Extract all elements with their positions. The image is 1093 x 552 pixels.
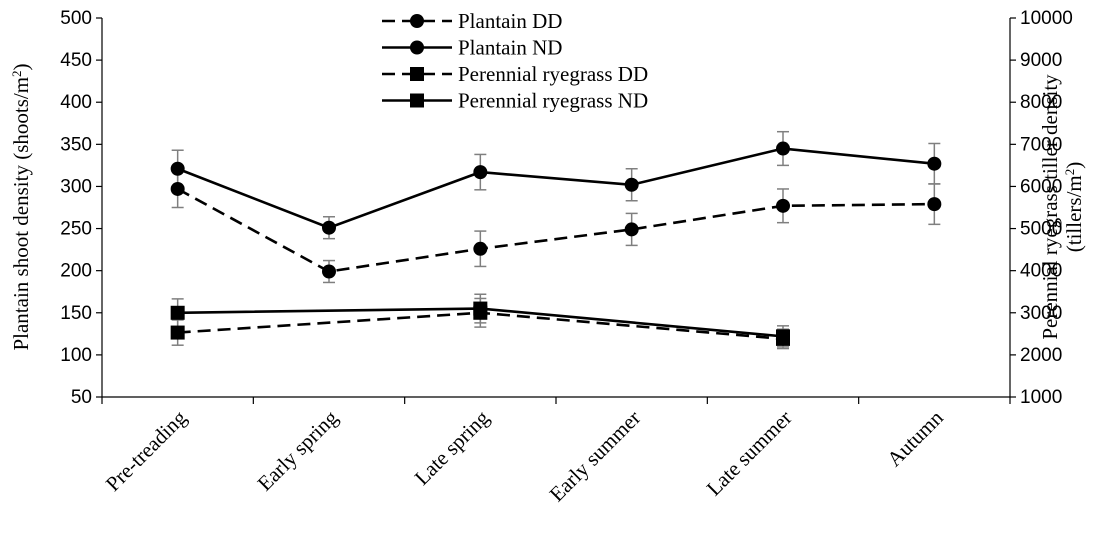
right-tick-label: 4000 [1020,261,1062,282]
x-tick-label: Early spring [253,405,343,495]
x-tick-label: Pre-treading [101,405,192,496]
plantain-dd-point [170,181,185,196]
right-axis-ticks: 1000 2000 3000 4000 5000 6000 7000 8000 9000 1000… [1010,8,1073,408]
left-axis-ticks: 50 100 150 200 250 300 350 400 450 500 [60,8,102,408]
right-axis-title-line2-end: ) [1062,162,1086,169]
plantain-nd-point [624,177,639,192]
left-tick-label: 450 [60,50,92,71]
legend-perennial-ryegrass-dd-label: Perennial ryegrass DD [458,62,648,86]
perennial-ryegrass-nd-point [473,301,488,316]
legend-plantain-dd-label: Plantain DD [458,9,562,33]
axes [101,18,1011,404]
right-axis-title-line2-main: (tillers/m [1062,175,1086,252]
plantain-nd-line [177,147,935,230]
x-tick-label: Late spring [410,405,495,490]
x-axis-ticks: Pre-treading Early spring Late spring Early… [101,405,948,506]
x-tick-label: Late summer [702,406,797,501]
plantain-nd-point [322,220,336,235]
plantain-nd-point [170,161,185,176]
plantain-nd-point [473,165,488,180]
left-tick-label: 200 [60,261,92,282]
perennial-ryegrass-nd-point [776,329,790,344]
markers [170,141,942,346]
legend-perennial-ryegrass-nd-label: Perennial ryegrass ND [458,89,648,113]
legend-perennial-ryegrass-nd-swatch-marker [410,93,424,108]
legend-plantain-nd-label: Plantain ND [458,36,562,60]
legend-perennial-ryegrass-dd-swatch-marker [410,67,424,81]
left-tick-label: 100 [60,345,92,366]
right-tick-label: 9000 [1020,50,1062,71]
left-tick-label: 250 [60,219,92,240]
right-tick-label: 5000 [1020,219,1062,240]
right-axis-title-line1: Perennial ryegrass tiller density [1038,74,1062,340]
left-axis-title-end: ) [9,63,33,70]
right-tick-label: 6000 [1020,176,1062,197]
left-tick-label: 50 [71,387,92,408]
plantain-dd-point [624,222,639,237]
x-tick-label: Early summer [545,406,646,507]
left-axis-title: Plantain shoot density (shoots/m2) [9,63,34,350]
right-tick-label: 10000 [1020,8,1073,29]
right-axis-title-line2: (tillers/m2) [1062,162,1087,253]
left-axis-title-sup: 2 [9,70,24,77]
right-axis-title-line2-sup: 2 [1062,169,1077,176]
plantain-dd-point [927,197,942,212]
left-tick-label: 350 [60,134,92,155]
left-tick-label: 150 [60,303,92,324]
legend-plantain-dd-swatch-marker [410,14,424,28]
left-tick-label: 400 [60,92,92,113]
right-tick-label: 2000 [1020,345,1062,366]
plantain-dd-line [177,187,935,273]
series-lines [177,147,935,341]
right-tick-label: 8000 [1020,92,1062,113]
left-tick-label: 500 [60,8,92,29]
left-axis-title-main: Plantain shoot density (shoots/m [9,77,33,351]
plantain-dd-point [776,198,790,213]
plantain-nd-point [776,141,790,156]
right-tick-label: 7000 [1020,134,1062,155]
left-tick-label: 300 [60,176,92,197]
right-tick-label: 3000 [1020,303,1062,324]
right-tick-label: 1000 [1020,387,1062,408]
plantain-dd-point [473,241,488,256]
x-tick-label: Autumn [882,405,948,471]
plantain-dd-point [322,264,336,279]
perennial-ryegrass-nd-point [170,305,185,320]
perennial-ryegrass-dd-point [170,325,185,340]
plantain-nd-point [927,156,942,171]
legend-plantain-nd-swatch-marker [410,40,424,55]
